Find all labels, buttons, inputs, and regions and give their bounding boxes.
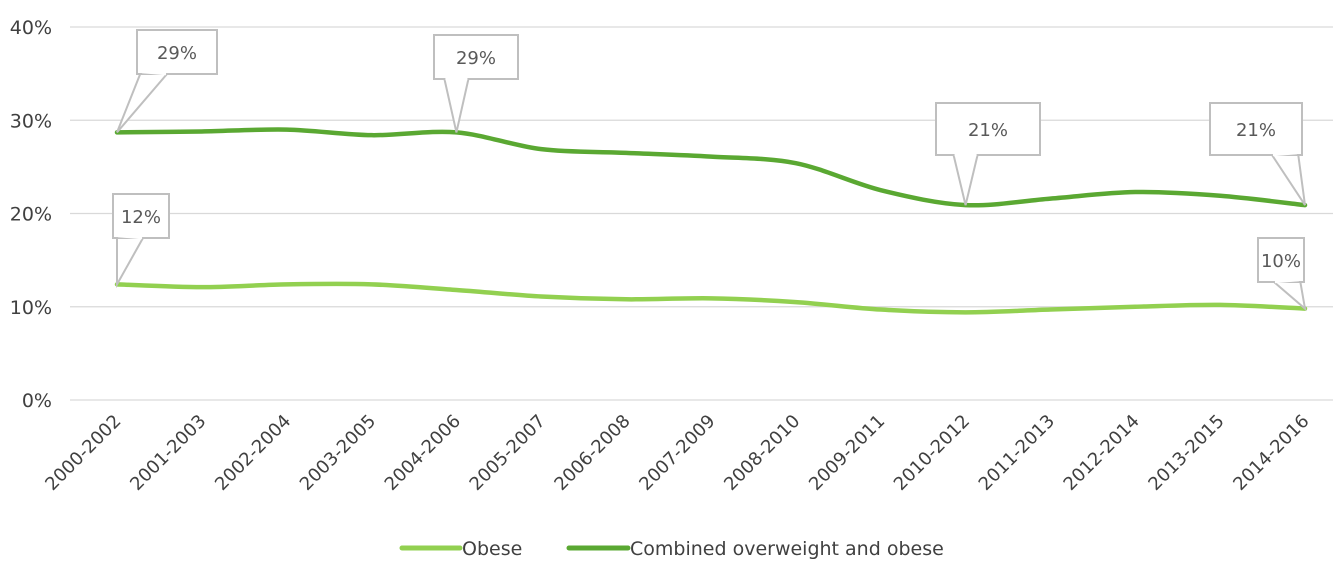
x-tick-label: 2001-2003 (126, 411, 210, 495)
series-lines (114, 127, 1308, 315)
x-tick-label: 2002-2004 (211, 411, 295, 495)
x-tick-label: 2000-2002 (41, 411, 125, 495)
x-tick-label: 2007-2009 (635, 411, 719, 495)
data-callout: 21% (935, 102, 1041, 206)
legend-item-0: Obese (399, 538, 522, 560)
callout-box (433, 34, 519, 80)
callout-pointer (1270, 151, 1306, 206)
data-callout: 12% (112, 193, 170, 289)
series-line-1 (114, 127, 1308, 208)
y-tick-label: 0% (22, 390, 52, 412)
x-axis-ticks: 2000-2002 2001-2003 2002-2004 2003-2005 2004… (41, 411, 1313, 495)
callout-seam (1274, 278, 1300, 284)
y-tick-label: 10% (10, 297, 52, 319)
callout-label: 21% (968, 120, 1008, 141)
callout-box (935, 102, 1041, 156)
y-tick-label: 20% (10, 204, 52, 226)
legend-item-1: Combined overweight and obese (566, 538, 944, 560)
data-callout: 21% (1209, 102, 1306, 206)
y-tick-label: 30% (10, 110, 52, 132)
callout-label: 10% (1261, 251, 1301, 272)
x-tick-label: 2011-2013 (975, 411, 1059, 495)
data-callout: 29% (433, 34, 519, 133)
callout-label: 12% (121, 207, 161, 228)
legend: Obese Combined overweight and obese (399, 538, 944, 560)
callout-label: 29% (157, 43, 197, 64)
callout-box (136, 29, 218, 75)
callout-pointer (116, 70, 170, 134)
x-tick-label: 2010-2012 (890, 411, 974, 495)
callout-seam (1272, 151, 1298, 157)
callout-pointer (952, 154, 979, 206)
x-tick-label: 2013-2015 (1144, 411, 1228, 495)
y-tick-label: 40% (10, 17, 52, 39)
x-tick-label: 2009-2011 (805, 411, 889, 495)
x-tick-label: 2004-2006 (381, 411, 465, 495)
legend-label: Obese (462, 538, 522, 560)
x-tick-label: 2008-2010 (720, 411, 804, 495)
callout-pointer (116, 234, 145, 289)
callout-pointer (1271, 278, 1307, 312)
callout-box (1209, 102, 1303, 156)
data-callout: 29% (116, 29, 218, 134)
legend-label: Combined overweight and obese (630, 538, 944, 560)
data-callouts: 29% 29% 21% 21% 12% 10% (112, 29, 1307, 312)
series-line-0 (114, 281, 1308, 315)
x-tick-label: 2014-2016 (1229, 411, 1313, 495)
callout-seam (141, 70, 167, 76)
callout-label: 21% (1236, 120, 1276, 141)
data-callout: 10% (1257, 237, 1307, 312)
callout-pointer (443, 78, 470, 133)
grid-lines (70, 26, 1333, 401)
callout-label: 29% (456, 48, 496, 69)
x-tick-label: 2003-2005 (296, 411, 380, 495)
x-tick-label: 2006-2008 (550, 411, 634, 495)
y-axis-ticks: 0% 10% 20% 30% 40% (10, 17, 52, 412)
callout-box (1257, 237, 1305, 283)
x-tick-label: 2012-2014 (1060, 411, 1144, 495)
x-tick-label: 2005-2007 (466, 411, 550, 495)
callout-box (112, 193, 170, 239)
callout-seam (117, 234, 143, 240)
